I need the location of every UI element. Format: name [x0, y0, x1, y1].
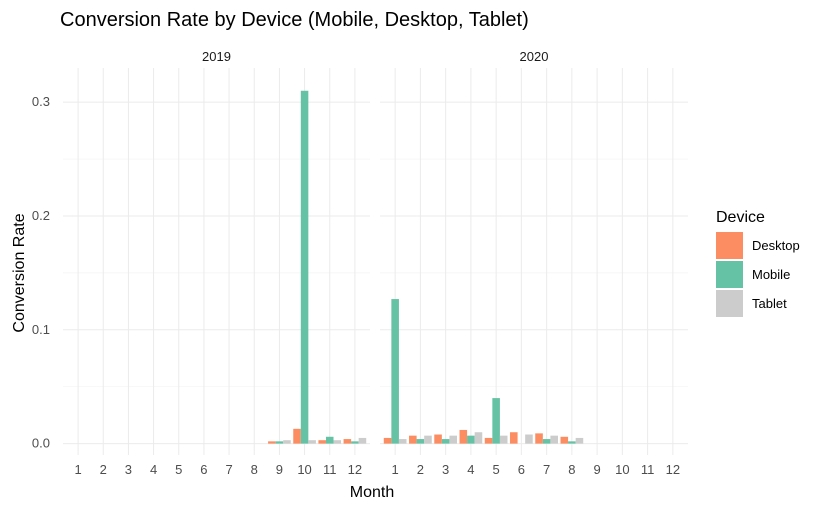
y-axis-title: Conversion Rate	[11, 213, 28, 332]
bar-mobile-2019-m10	[300, 90, 309, 444]
bar-tablet-2020-m7	[550, 435, 558, 444]
y-tick-label: 0.1	[32, 322, 50, 337]
x-tick-label: 7	[543, 462, 550, 477]
legend-label-tablet: Tablet	[752, 296, 787, 311]
bar-tablet-2020-m5	[499, 435, 508, 444]
x-tick-label: 8	[251, 462, 258, 477]
x-tick-label: 1	[74, 462, 81, 477]
bar-tablet-2020-m8	[575, 437, 584, 444]
x-tick-label: 12	[666, 462, 680, 477]
bar-mobile-2020-m1	[391, 299, 399, 444]
x-tick-label: 5	[175, 462, 182, 477]
x-tick-label: 1	[392, 462, 399, 477]
x-tick-label: 6	[518, 462, 525, 477]
bar-mobile-2020-m4	[467, 435, 475, 444]
bar-desktop-2019-m9	[268, 441, 276, 444]
x-tick-label: 3	[125, 462, 132, 477]
bar-desktop-2019-m12	[343, 439, 352, 444]
bar-desktop-2020-m5	[484, 437, 493, 444]
bar-mobile-2020-m7	[542, 439, 551, 444]
bar-mobile-2019-m11	[325, 436, 334, 444]
x-tick-label: 8	[568, 462, 575, 477]
x-tick-label: 6	[200, 462, 207, 477]
legend-key-desktop	[716, 232, 743, 259]
x-tick-label: 2	[417, 462, 424, 477]
y-tick-label: 0.2	[32, 208, 50, 223]
bar-desktop-2020-m8	[560, 436, 569, 444]
bar-mobile-2020-m2	[416, 439, 425, 444]
facet-strip-label: 2020	[520, 49, 549, 64]
x-tick-label: 11	[641, 462, 655, 477]
x-tick-label: 9	[593, 462, 600, 477]
y-tick-label: 0.3	[32, 94, 50, 109]
x-tick-label: 5	[493, 462, 500, 477]
bar-mobile-2020-m3	[441, 439, 450, 444]
bar-desktop-2020-m6	[510, 432, 518, 444]
bar-tablet-2020-m4	[474, 432, 483, 444]
chart-title: Conversion Rate by Device (Mobile, Deskt…	[60, 9, 529, 31]
bar-desktop-2020-m3	[434, 434, 442, 444]
x-tick-label: 7	[225, 462, 232, 477]
x-tick-label: 4	[150, 462, 157, 477]
legend-label-mobile: Mobile	[752, 267, 790, 282]
bar-desktop-2020-m1	[383, 437, 392, 444]
bar-tablet-2020-m3	[449, 435, 457, 444]
x-tick-label: 10	[615, 462, 629, 477]
bar-tablet-2019-m12	[358, 437, 367, 444]
bar-tablet-2019-m11	[333, 440, 342, 444]
bar-tablet-2019-m10	[308, 440, 316, 444]
bar-desktop-2020-m4	[459, 429, 468, 444]
bar-mobile-2019-m9	[275, 441, 284, 444]
bar-desktop-2019-m10	[293, 428, 301, 444]
x-tick-label: 10	[297, 462, 311, 477]
bar-mobile-2020-m8	[568, 441, 576, 444]
bar-tablet-2020-m1	[398, 439, 407, 444]
y-tick-label: 0.0	[32, 436, 50, 451]
x-tick-label: 9	[276, 462, 283, 477]
legend-label-desktop: Desktop	[752, 238, 800, 253]
legend-key-mobile	[716, 261, 743, 288]
legend-key-tablet	[716, 290, 743, 317]
legend: Device Desktop Mobile Tablet	[716, 209, 800, 317]
legend-title: Device	[716, 209, 765, 226]
x-tick-label: 2	[100, 462, 107, 477]
bar-desktop-2020-m7	[535, 433, 543, 444]
bar-tablet-2020-m6	[525, 434, 533, 444]
bar-tablet-2020-m2	[424, 435, 432, 444]
x-tick-label: 4	[467, 462, 474, 477]
x-tick-label: 3	[442, 462, 449, 477]
x-axis-title: Month	[350, 484, 394, 501]
facet-strip-label: 2019	[202, 49, 231, 64]
x-tick-label: 11	[323, 462, 337, 477]
bar-desktop-2020-m2	[409, 435, 417, 444]
bar-mobile-2020-m5	[492, 398, 500, 444]
bar-mobile-2019-m12	[351, 441, 359, 444]
bar-desktop-2019-m11	[318, 440, 326, 444]
bar-tablet-2019-m9	[283, 440, 291, 444]
x-tick-label: 12	[348, 462, 362, 477]
